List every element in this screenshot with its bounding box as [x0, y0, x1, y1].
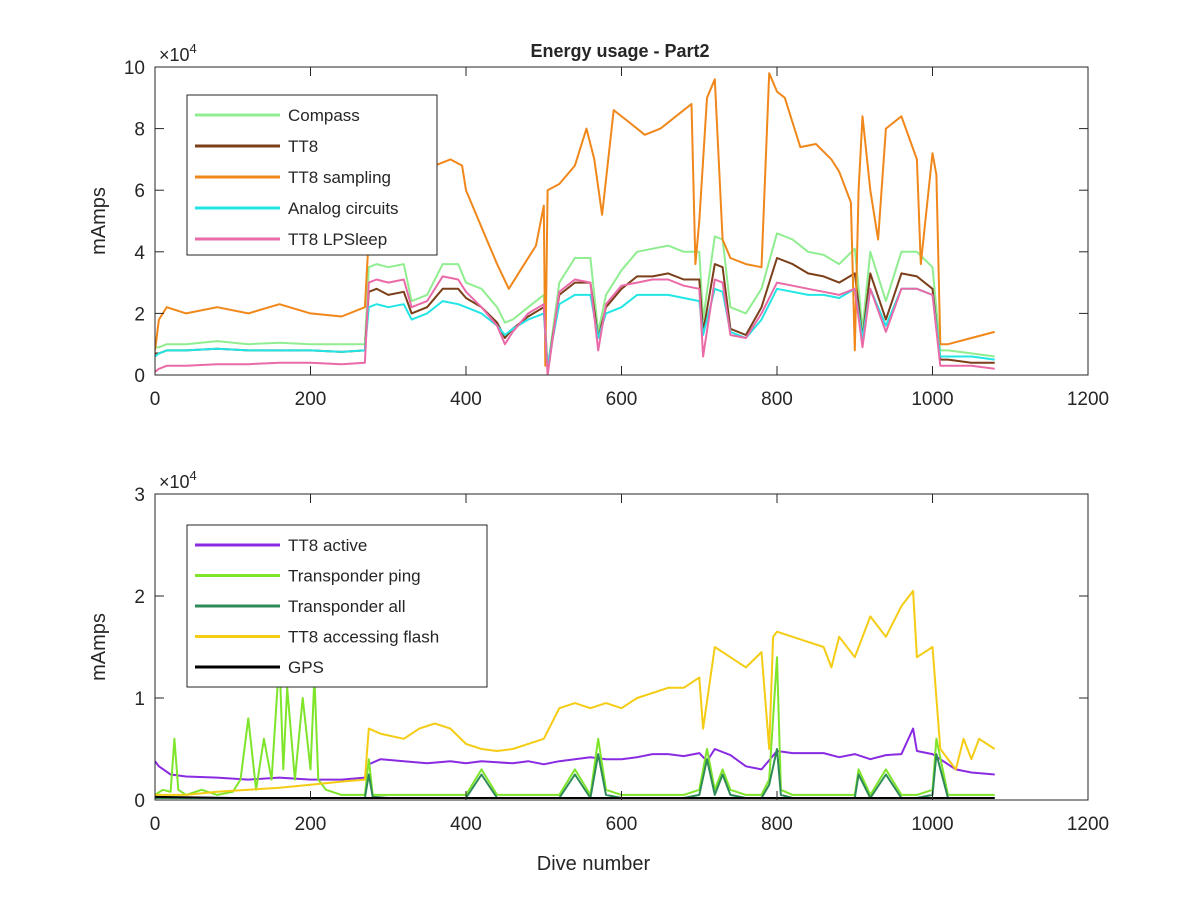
y-tick-label: 1	[134, 689, 145, 710]
series-line-tt8-accessing-flash	[155, 589, 996, 796]
legend-label-tt8-sampling: TT8 sampling	[288, 168, 391, 187]
x-tick-label: 800	[761, 814, 793, 835]
x-tick-label: 1200	[1067, 814, 1109, 835]
legend-label-transponder-all: Transponder all	[288, 597, 406, 616]
x-tick-label: 400	[450, 389, 482, 410]
legend-label-compass: Compass	[288, 106, 360, 125]
x-axis-label: Dive number	[537, 853, 651, 875]
legend-label-transponder-ping: Transponder ping	[288, 567, 421, 586]
y-axis-label: mAmps	[88, 187, 110, 255]
x-tick-label: 200	[295, 814, 327, 835]
x-tick-label: 400	[450, 814, 482, 835]
legend: TT8 active Transponder ping Transponder al…	[186, 524, 488, 688]
x-tick-label: 200	[295, 389, 327, 410]
axes-group: 0 200 400 600 800 1000 12000246810×104mAmpsCom…	[88, 41, 1109, 875]
y-tick-label: 3	[134, 485, 145, 506]
y-axis-label: mAmps	[88, 613, 110, 681]
x-tick-label: 600	[606, 814, 638, 835]
y-exponent-label: ×104	[159, 468, 197, 492]
y-tick-label: 4	[134, 243, 145, 264]
y-exponent-power: 4	[190, 468, 197, 483]
x-tick-label: 0	[150, 814, 161, 835]
y-exponent-base: ×10	[159, 472, 190, 492]
x-tick-label: 800	[761, 389, 793, 410]
y-exponent-base: ×10	[159, 45, 190, 65]
y-tick-label: 2	[134, 304, 145, 325]
y-exponent-label: ×104	[159, 41, 197, 65]
x-tick-label: 1200	[1067, 389, 1109, 410]
figure-title: Energy usage - Part2	[530, 41, 709, 61]
series-line-tt8-lpsleep	[155, 275, 995, 375]
chart-panel-1: 0 200 400 600 800 1000 12000246810×104mAmpsCom…	[88, 41, 1109, 410]
y-tick-label: 6	[134, 181, 145, 202]
legend-label-tt8-active: TT8 active	[288, 536, 367, 555]
chart-panel-2: 0 200 400 600 800 1000 1200 0 1 2 3 ×104 mAmps Dive n…	[88, 468, 1109, 875]
y-tick-label: 10	[124, 58, 145, 79]
y-tick-label: 0	[134, 791, 145, 812]
legend-label-tt8: TT8	[288, 137, 318, 156]
legend-label-analog-circuits: Analog circuits	[288, 199, 399, 218]
y-exponent-power: 4	[190, 41, 197, 56]
x-tick-label: 0	[150, 389, 161, 410]
series-line-transponder-ping	[155, 656, 995, 796]
x-tick-label: 1000	[911, 814, 953, 835]
x-tick-label: 600	[606, 389, 638, 410]
legend: Compass TT8 TT8 sampling Analog circuits TT8…	[186, 94, 438, 256]
series-line-gps	[155, 795, 995, 799]
legend-label-tt8-lpsleep: TT8 LPSleep	[288, 230, 387, 249]
legend-label-gps: GPS	[288, 658, 324, 677]
y-tick-label: 2	[134, 587, 145, 608]
legend-box	[186, 94, 438, 256]
series-line-tt8-active	[155, 727, 995, 781]
y-tick-label: 8	[134, 120, 145, 141]
legend-label-tt8-accessing-flash: TT8 accessing flash	[288, 628, 439, 647]
y-tick-label: 0	[134, 366, 145, 387]
x-tick-label: 1000	[911, 389, 953, 410]
